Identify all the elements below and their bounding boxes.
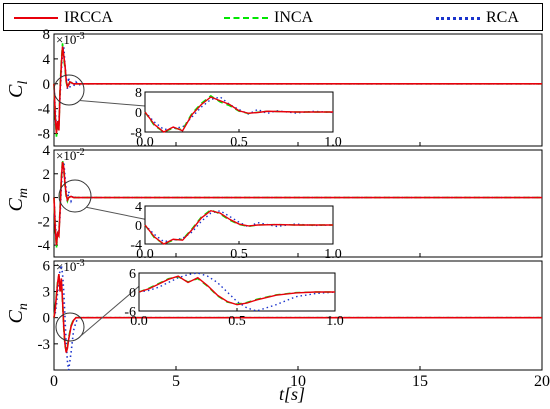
inset-series-line-ircca [144,96,333,133]
legend-label-inca: INCA [274,9,314,26]
inset-x-tick-label: 1.0 [324,135,342,150]
panel-cn: 6 3 0 -3 0 5 10 15 20 ×10-3 Cn 6 0 -60.0 0.5 1.0 [5,258,550,390]
zoom-circle [58,179,92,213]
legend-item-inca: INCA [224,8,313,28]
inset-y-tick-label: -6 [124,305,136,320]
y-tick-label: 4 [43,52,51,68]
legend-label-rca: RCA [486,9,519,26]
inset-x-tick-label: 0.0 [130,314,148,329]
x-tick-label: 20 [534,373,550,390]
series-line-ircca [53,273,542,353]
scale-label: ×10-3 [56,31,85,47]
y-axis-label: Cl [5,81,31,98]
y-tick-label: 3 [43,285,51,301]
y-axis-label: Cm [5,188,31,211]
y-tick-label: 6 [43,258,51,274]
x-tick-label: 0 [50,373,58,390]
inset-x-tick-label: 0.0 [136,135,154,150]
y-tick-label: -4 [38,238,51,254]
legend-item-rca: RCA [436,8,519,28]
inset-series-line-rca [138,272,336,312]
inset-y-tick-label: 0 [135,219,142,234]
inset: 4 0 -40.0 0.5 1.0 [130,200,341,262]
zoom-connector [86,206,146,220]
inset-y-tick-label: 4 [135,200,142,215]
x-tick-label: 15 [412,373,428,390]
y-tick-label: 0 [43,77,51,93]
y-tick-label: 0 [43,191,51,207]
inset-x-tick-label: 1.0 [326,314,344,329]
inset: 8 0 -80.0 0.5 1.0 [130,86,341,150]
y-tick-label: -2 [38,214,51,230]
y-tick-label: 8 [43,27,51,43]
inset-x-tick-label: 0.0 [136,247,154,262]
series-line-rca [53,46,542,128]
y-tick-label: 2 [43,167,51,183]
inset-series-line-rca [144,96,334,131]
x-tick-label: 5 [172,373,180,390]
inset-y-tick-label: -8 [130,126,142,141]
inset-x-tick-label: 0.5 [230,135,248,150]
series-line-ircca [53,46,542,134]
zoom-circle [53,74,85,106]
legend-swatch-irca [14,17,58,19]
inset-x-tick-label: 0.5 [228,314,246,329]
inset-y-tick-label: 0 [135,106,142,121]
inset-y-tick-label: 0 [129,286,136,301]
legend-item-irca: IRCCA [14,8,113,28]
scale-label: ×10-3 [56,258,85,274]
y-tick-label: -4 [38,102,51,118]
inset-y-tick-label: 6 [129,267,136,282]
y-tick-label: -8 [38,127,51,143]
inset-x-tick-label: 1.0 [324,247,342,262]
scale-label: ×10-2 [56,147,85,163]
legend-swatch-rca [436,16,480,20]
x-axis-label: t[s] [279,384,305,404]
zoom-circle [55,312,85,342]
inset: 6 0 -60.0 0.5 1.0 [124,267,343,329]
y-tick-label: 0 [43,311,51,327]
inset-x-tick-label: 0.5 [230,247,248,262]
y-tick-label: 4 [43,143,51,159]
y-tick-label: -3 [38,337,51,353]
inset-series-line-ircca [138,275,335,306]
x-tick-label: 10 [290,373,306,390]
legend-label-irca: IRCCA [64,9,113,26]
inset-y-tick-label: -4 [130,238,142,253]
zoom-connector [79,285,140,338]
zoom-connector [79,100,146,107]
y-axis-label: Cn [5,303,31,323]
inset-y-tick-label: 8 [135,86,142,101]
legend: IRCCA INCA RCA [3,3,543,31]
legend-swatch-inca [224,17,268,19]
inset-series-line-ircca [144,209,333,245]
